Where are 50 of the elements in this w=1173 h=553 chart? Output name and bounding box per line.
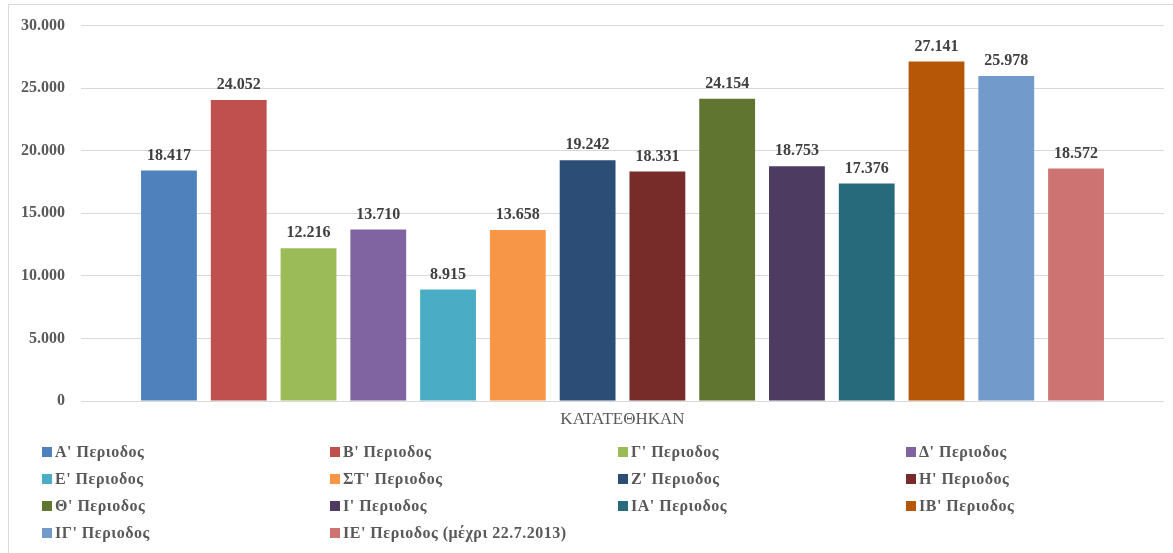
bar: [280, 248, 337, 401]
bar: [489, 230, 546, 401]
bar: [908, 61, 965, 401]
legend-label: Ι' Περιοδος: [343, 496, 428, 515]
legend-label: Β' Περιοδος: [343, 442, 432, 461]
legend-label: ΙΕ' Περιοδος (μέχρι 22.7.2013): [343, 523, 567, 542]
y-tick-label: 20.000: [21, 140, 65, 158]
bar: [699, 98, 756, 401]
legend-label: Η' Περιοδος: [919, 469, 1010, 488]
bar: [769, 166, 825, 401]
data-label: 27.141: [914, 36, 959, 54]
x-tick-label: ΚΑΤΑΤΕΘΗΚΑΝ: [560, 408, 685, 428]
bar: [629, 171, 686, 401]
y-tick-label: 10.000: [21, 266, 65, 284]
data-label: 19.242: [565, 135, 610, 153]
y-tick-label: 5.000: [29, 328, 65, 346]
legend-label: ΣΤ' Περιοδος: [343, 469, 443, 488]
legend-label: Θ' Περιοδος: [55, 496, 146, 515]
legend-label: Ε' Περιοδος: [55, 469, 144, 488]
bar: [210, 100, 267, 401]
data-label: 12.216: [286, 223, 331, 241]
data-label: 24.154: [705, 73, 750, 91]
legend-label: ΙΓ' Περιοδος: [55, 523, 150, 542]
data-label: 13.710: [356, 204, 401, 222]
data-label: 8.915: [430, 264, 467, 282]
bar: [141, 170, 197, 401]
legend-label: Ζ' Περιοδος: [631, 469, 720, 488]
data-label: 18.753: [774, 141, 819, 159]
data-label: 18.331: [635, 146, 680, 164]
legend-label: Γ' Περιοδος: [631, 442, 719, 461]
bar: [350, 229, 407, 401]
legend-label: Δ' Περιοδος: [919, 442, 1007, 461]
y-tick-label: 30.000: [21, 15, 65, 33]
data-label: 18.572: [1054, 143, 1099, 161]
y-tick-label: 15.000: [21, 203, 65, 221]
bar: [838, 183, 895, 401]
data-label: 25.978: [984, 51, 1029, 69]
y-tick-label: 25.000: [21, 78, 65, 96]
y-tick-label: 0: [57, 391, 65, 409]
bar: [420, 289, 476, 401]
legend-label: ΙΒ' Περιοδος: [919, 496, 1015, 515]
data-label: 17.376: [844, 158, 889, 176]
bar: [559, 160, 616, 401]
legend-label: ΙΑ' Περιοδος: [631, 496, 728, 515]
data-label: 24.052: [216, 75, 261, 93]
bar: [1048, 168, 1104, 401]
data-label: 13.658: [495, 205, 540, 223]
data-label: 18.417: [146, 145, 191, 163]
bar: [978, 75, 1035, 401]
legend-label: Α' Περιοδος: [55, 442, 145, 461]
